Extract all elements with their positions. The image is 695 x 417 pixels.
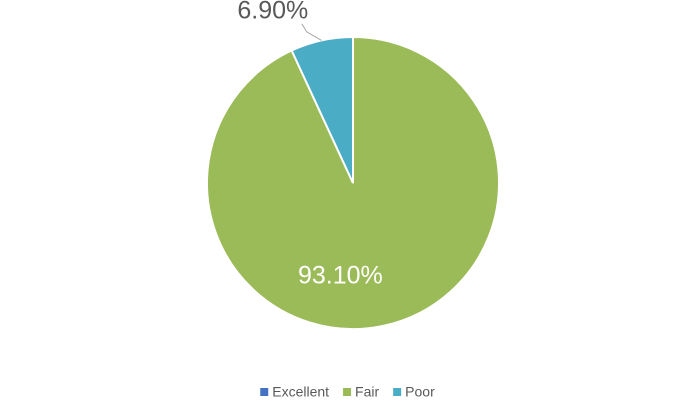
legend-label: Poor	[405, 384, 435, 400]
legend-item: Poor	[393, 384, 435, 400]
legend-label: Excellent	[272, 384, 329, 400]
legend-swatch	[260, 388, 269, 396]
legend-item: Fair	[343, 384, 380, 400]
legend-item: Excellent	[260, 384, 329, 400]
legend-swatch	[343, 388, 352, 396]
legend-swatch	[393, 388, 402, 396]
pie: 93.10% 6.90%	[206, 0, 500, 330]
legend-label: Fair	[355, 384, 379, 400]
leader-line	[301, 23, 322, 41]
pie-slice	[290, 35, 354, 184]
data-label: 93.10%	[298, 262, 383, 290]
legend: Excellent Fair Poor	[260, 384, 435, 400]
data-label: 6.90%	[237, 0, 308, 25]
